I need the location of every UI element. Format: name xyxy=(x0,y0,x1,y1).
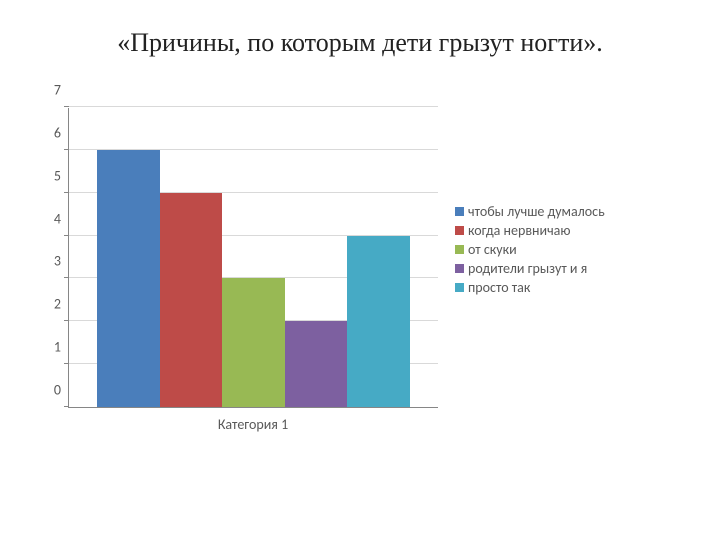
legend-label: от скуки xyxy=(468,241,517,258)
legend-label: просто так xyxy=(468,279,530,296)
bar xyxy=(160,193,223,407)
legend-item: чтобы лучше думалось xyxy=(455,203,605,220)
legend-swatch xyxy=(455,207,464,216)
page-title: «Причины, по которым дети грызут ногти». xyxy=(0,28,720,58)
legend-label: когда нервничаю xyxy=(468,222,570,239)
y-tick-label: 1 xyxy=(54,339,61,356)
legend-swatch xyxy=(455,264,464,273)
bar xyxy=(285,321,348,407)
legend-label: родители грызут и я xyxy=(468,260,587,277)
bar xyxy=(347,236,410,407)
legend-item: от скуки xyxy=(455,241,605,258)
plot-area: 01234567 xyxy=(68,108,438,408)
legend-swatch xyxy=(455,283,464,292)
legend: чтобы лучше думалось когда нервничаю от ск… xyxy=(455,203,605,298)
y-tick-label: 4 xyxy=(54,210,61,227)
y-tick-label: 0 xyxy=(54,382,61,399)
legend-swatch xyxy=(455,226,464,235)
x-axis-label: Категория 1 xyxy=(68,416,438,433)
bars-container xyxy=(69,108,438,407)
bar xyxy=(222,278,285,407)
bar xyxy=(97,150,160,407)
y-tick-label: 2 xyxy=(54,296,61,313)
bar-chart: 01234567 Категория 1 чтобы лучше думалос… xyxy=(30,108,670,468)
y-tick-label: 5 xyxy=(54,167,61,184)
grid-line xyxy=(69,106,438,107)
y-tick-label: 6 xyxy=(54,124,61,141)
legend-swatch xyxy=(455,245,464,254)
legend-item: просто так xyxy=(455,279,605,296)
legend-item: когда нервничаю xyxy=(455,222,605,239)
y-tick-label: 3 xyxy=(54,253,61,270)
legend-item: родители грызут и я xyxy=(455,260,605,277)
y-tick-label: 7 xyxy=(54,82,61,99)
y-tick-mark xyxy=(64,106,69,107)
legend-label: чтобы лучше думалось xyxy=(468,203,605,220)
